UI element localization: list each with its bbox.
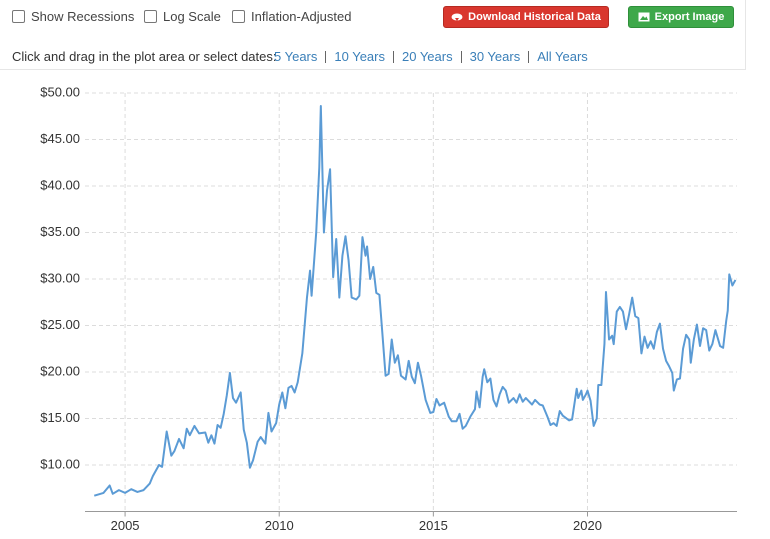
range-link[interactable]: 10 Years	[334, 49, 385, 64]
checkbox-label[interactable]: Log Scale	[163, 9, 221, 24]
range-link[interactable]: 20 Years	[401, 49, 453, 64]
series-line	[93, 105, 737, 497]
y-tick-label: $25.00	[40, 317, 80, 332]
y-tick-label: $15.00	[40, 410, 80, 425]
download-button[interactable]: Download Historical Data	[443, 6, 609, 28]
y-tick-label: $40.00	[40, 177, 80, 192]
y-tick-label: $35.00	[40, 224, 80, 239]
separator	[460, 51, 462, 63]
y-tick-label: $50.00	[40, 84, 80, 99]
toolbar: Show Recessions Log Scale Inflation-Adju…	[0, 0, 746, 70]
y-tick-label: $10.00	[40, 456, 80, 471]
checkbox-label[interactable]: Show Recessions	[31, 9, 135, 24]
x-tick-label: 2020	[573, 518, 602, 533]
checkbox-box[interactable]	[232, 10, 245, 23]
cloud-icon	[451, 13, 463, 21]
range-link[interactable]: 30 Years	[469, 49, 521, 64]
checkbox[interactable]: Inflation-Adjusted	[232, 9, 351, 24]
checkbox[interactable]: Log Scale	[144, 9, 221, 24]
x-tick-label: 2005	[111, 518, 140, 533]
export-button[interactable]: Export Image	[628, 6, 734, 28]
button-label[interactable]: Export Image	[654, 11, 725, 23]
y-tick-label: $20.00	[40, 363, 80, 378]
y-tick-label: $45.00	[40, 131, 80, 146]
checkbox-box[interactable]	[12, 10, 25, 23]
separator	[528, 51, 530, 63]
separator	[325, 51, 327, 63]
range-link[interactable]: All Years	[537, 49, 588, 64]
range-link[interactable]: 5 Years	[274, 49, 318, 64]
range-links: 5 Years 10 Years 20 Years 30 Years All Years	[274, 49, 588, 64]
x-tick-label: 2010	[265, 518, 294, 533]
y-tick-label: $30.00	[40, 270, 80, 285]
checkbox[interactable]: Show Recessions	[12, 9, 134, 24]
checkbox-box[interactable]	[144, 10, 157, 23]
checkbox-label[interactable]: Inflation-Adjusted	[251, 9, 352, 24]
x-tick-label: 2015	[419, 518, 448, 533]
prompt: Click and drag in the plot area or selec…	[12, 49, 277, 64]
image-icon	[638, 12, 650, 22]
separator	[392, 51, 394, 63]
button-label[interactable]: Download Historical Data	[468, 11, 601, 23]
